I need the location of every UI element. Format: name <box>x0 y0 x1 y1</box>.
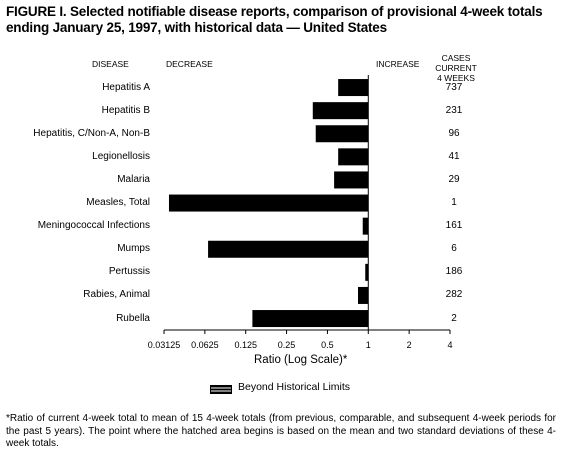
disease-label: Legionellosis <box>92 150 150 162</box>
x-tick-label: 0.03125 <box>147 340 181 350</box>
bar <box>315 125 369 143</box>
footnote: *Ratio of current 4-week total to mean o… <box>6 413 556 449</box>
increase-header: INCREASE <box>376 59 420 69</box>
x-tick-label: 4 <box>447 340 453 350</box>
disease-label: Measles, Total <box>86 197 150 209</box>
cases-value: 231 <box>445 104 463 116</box>
cases-value: 737 <box>445 81 463 93</box>
bar <box>334 171 369 189</box>
disease-label: Meningococcal Infections <box>37 220 150 232</box>
cases-value: 96 <box>448 127 460 139</box>
cases-value: 282 <box>445 289 463 301</box>
bar <box>358 286 369 304</box>
disease-label: Hepatitis B <box>101 104 150 116</box>
x-tick-label: 0.0625 <box>191 340 219 350</box>
legend-hatched-swatch <box>210 385 232 394</box>
bar <box>338 79 369 97</box>
bar <box>362 217 369 235</box>
decrease-header: DECREASE <box>166 59 213 69</box>
disease-label: Rubella <box>116 312 150 324</box>
x-tick-label: 2 <box>406 340 412 350</box>
bar <box>168 194 369 212</box>
x-axis-label: Ratio (Log Scale)* <box>254 354 348 366</box>
disease-column-header: DISEASE <box>92 59 129 69</box>
cases-value: 1 <box>451 197 457 209</box>
figure-title: FIGURE I. Selected notifiable disease re… <box>6 4 543 35</box>
cases-value: 186 <box>445 266 463 278</box>
cases-value: 29 <box>448 173 460 185</box>
cases-header-line2: 4 WEEKS <box>437 73 475 83</box>
disease-label: Rabies, Animal <box>83 289 150 301</box>
x-tick-label: 0.5 <box>321 340 334 350</box>
disease-label: Pertussis <box>108 266 150 278</box>
x-tick-label: 0.125 <box>234 340 257 350</box>
x-tick-label: 0.25 <box>277 340 296 350</box>
cases-value: 161 <box>445 220 463 232</box>
bar <box>252 310 369 328</box>
disease-label: Hepatitis A <box>102 81 150 93</box>
bar <box>312 102 369 120</box>
bar <box>338 148 369 166</box>
bar <box>365 263 369 281</box>
cases-header-line1: CASES CURRENT <box>435 53 477 73</box>
cases-value: 41 <box>448 150 460 162</box>
cases-value: 2 <box>451 312 457 324</box>
cases-column-header: CASES CURRENT 4 WEEKS <box>428 53 484 83</box>
disease-label: Hepatitis, C/Non-A, Non-B <box>33 127 150 139</box>
legend-label: Beyond Historical Limits <box>238 381 351 393</box>
x-tick-label: 1 <box>365 340 371 350</box>
bar <box>208 240 369 258</box>
cases-value: 6 <box>451 243 457 255</box>
disease-label: Malaria <box>117 173 150 185</box>
disease-label: Mumps <box>117 243 150 255</box>
